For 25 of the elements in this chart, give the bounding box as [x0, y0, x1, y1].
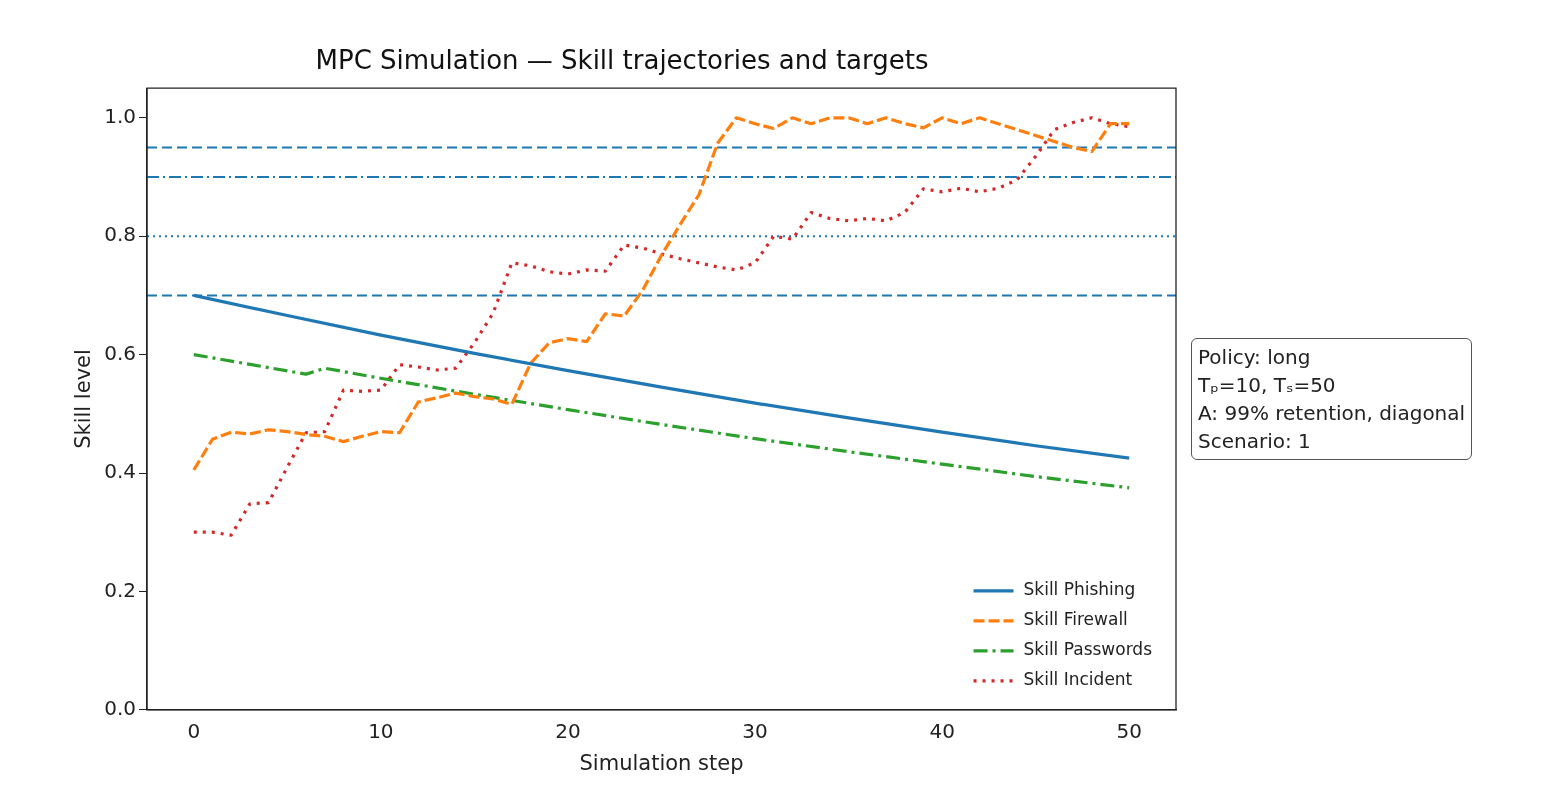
y-tick-label: 0.6	[104, 340, 137, 365]
x-tick-label: 0	[187, 719, 201, 743]
y-tick-label: 0.0	[104, 696, 137, 720]
y-tick-label: 0.4	[104, 459, 137, 484]
y-tick-label: 0.8	[104, 222, 137, 247]
line-series	[192, 353, 1131, 490]
text: Scenario: 1	[1198, 428, 1312, 455]
x-tick-label: 10	[368, 719, 394, 743]
line-series	[192, 116, 1131, 472]
x-tick-label: 40	[929, 719, 955, 743]
x-axis-title: Simulation step	[579, 750, 744, 775]
x-tick-label: 50	[1116, 719, 1142, 743]
text: Tₚ=10, Tₛ=50	[1198, 372, 1337, 399]
chart-title: MPC Simulation — Skill trajectories and targets	[315, 45, 929, 76]
y-axis-title: Skill level	[71, 349, 96, 449]
y-tick-label: 0.2	[104, 577, 137, 602]
x-tick-label: 20	[555, 719, 581, 743]
y-tick-label: 1.0	[104, 104, 137, 128]
x-tick-label: 30	[742, 719, 768, 743]
text: Policy: long	[1198, 344, 1312, 371]
legend-label: Skill Incident	[1023, 669, 1133, 690]
text: A: 99% retention, diagonal	[1198, 400, 1466, 427]
legend-label: Skill Firewall	[1023, 609, 1128, 630]
legend-label: Skill Passwords	[1023, 639, 1153, 660]
legend-label: Skill Phishing	[1023, 579, 1136, 600]
